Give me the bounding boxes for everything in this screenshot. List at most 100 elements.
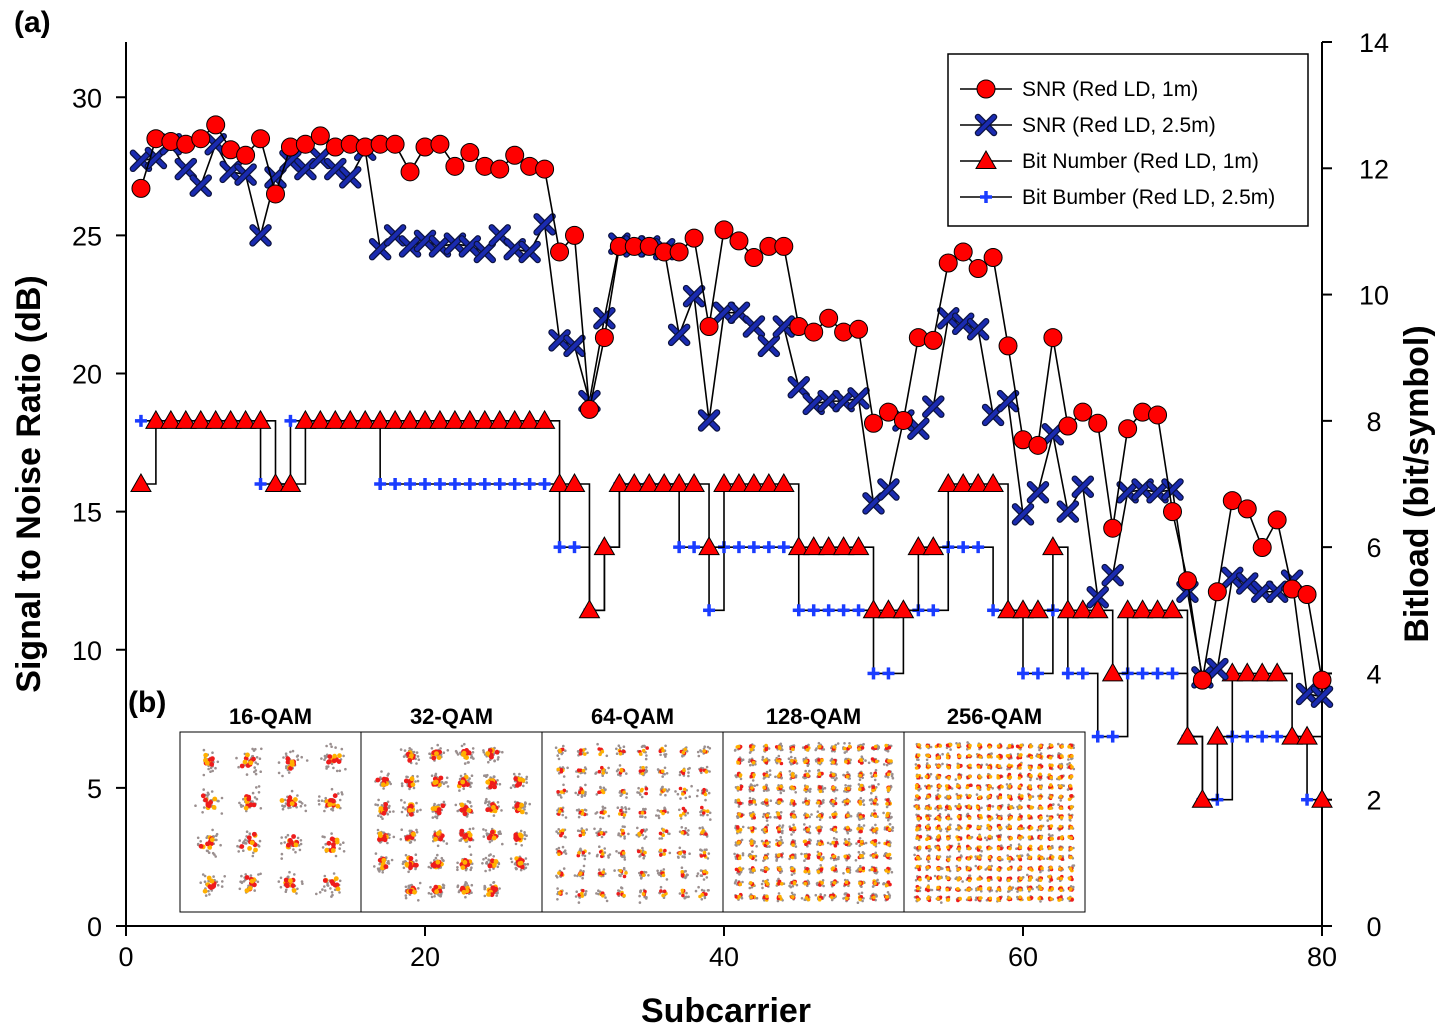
constellation-noise-dot [645,896,648,899]
constellation-noise-dot [593,827,596,831]
constellation-noise-dot [762,789,766,792]
constellation-noise-dot [251,791,255,795]
constellation-noise-dot [256,880,260,884]
constellation-symbol-dot [242,759,248,765]
constellation-symbol-dot [463,833,469,838]
constellation-noise-dot [804,769,807,773]
constellation-symbol-dot [817,813,822,818]
constellation-noise-dot [456,753,460,756]
constellation-symbol-dot [639,870,644,875]
constellation-symbol-dot [433,884,439,890]
constellation-noise-dot [696,750,700,754]
constellation-symbol-dot [581,888,585,893]
constellation-noise-dot [203,874,207,878]
constellation-noise-dot [386,774,390,777]
constellation-symbol-dot [778,894,782,899]
constellation-symbol-dot [738,801,743,806]
constellation-noise-dot [280,836,284,839]
constellation-symbol-dot [251,802,257,808]
constellation-noise-dot [891,776,895,780]
constellation-noise-dot [607,766,610,770]
constellation-symbol-dot [409,753,414,758]
constellation-symbol-dot [644,791,648,796]
constellation-noise-dot [317,803,321,806]
constellation-noise-dot [641,833,645,837]
constellation-noise-dot [214,766,217,770]
constellation-noise-dot [338,847,342,850]
constellation-symbol-dot [765,882,770,886]
constellation-noise-dot [376,803,380,807]
constellation-noise-dot [659,753,662,757]
constellation-noise-dot [509,857,513,860]
constellation-symbol-dot [207,845,213,850]
constellation-symbol-dot [489,780,495,786]
constellation-noise-dot [761,815,765,819]
constellation-noise-dot [749,763,752,767]
constellation-noise-dot [704,798,707,802]
constellation-noise-dot [512,772,516,776]
constellation-noise-dot [410,883,414,887]
constellation-noise-dot [835,830,838,834]
constellation-noise-dot [641,846,644,850]
constellation-noise-dot [217,799,220,803]
constellation-noise-dot [891,772,894,776]
constellation-symbol-dot [378,806,384,811]
constellation-symbol-dot [433,836,438,842]
constellation-symbol-dot [791,786,795,791]
constellation-noise-dot [643,745,647,748]
constellation-noise-dot [685,891,688,895]
constellation-symbol-dot [804,745,809,749]
constellation-noise-dot [431,816,435,819]
constellation-symbol-dot [846,868,850,873]
constellation-noise-dot [755,845,758,848]
constellation-noise-dot [696,872,700,875]
constellation-symbol-dot [643,850,647,855]
constellation-symbol-dot [887,827,892,832]
constellation-noise-dot [379,776,382,779]
constellation-noise-dot [638,855,641,858]
constellation-symbol-dot [286,842,291,848]
constellation-noise-dot [877,746,881,749]
constellation-noise-dot [857,824,861,828]
constellation-symbol-dot [817,897,822,902]
constellation-noise-dot [857,892,861,896]
constellation-noise-dot [891,829,894,832]
constellation-noise-dot [694,889,698,893]
constellation-noise-dot [400,810,404,814]
constellation-symbol-dot [682,787,687,792]
constellation-noise-dot [767,758,771,762]
constellation-symbol-dot [598,752,602,757]
constellation-symbol-dot [248,760,254,766]
constellation-symbol-dot [859,815,863,819]
constellation-symbol-dot [792,826,797,830]
constellation-noise-dot [640,815,644,818]
constellation-symbol-dot [806,773,810,777]
constellation-symbol-dot [803,854,808,858]
constellation-noise-dot [615,850,618,853]
constellation-symbol-dot [208,800,214,805]
constellation-noise-dot [886,891,890,894]
constellation-noise-dot [556,832,560,835]
constellation-symbol-dot [434,751,439,756]
constellation-symbol-dot [888,882,892,887]
constellation-noise-dot [582,864,586,868]
constellation-symbol-dot [705,809,710,813]
constellation-noise-dot [466,761,470,764]
constellation-symbol-dot [1048,756,1053,760]
constellation-noise-dot [470,805,473,808]
constellation-symbol-dot [749,774,754,779]
constellation-noise-dot [830,802,833,806]
constellation-noise-dot [734,879,738,882]
constellation-noise-dot [680,826,684,829]
constellation-noise-dot [857,783,861,786]
constellation-symbol-dot [832,881,837,885]
constellation-noise-dot [733,749,737,752]
constellation-symbol-dot [620,828,625,833]
constellation-noise-dot [836,742,840,745]
constellation-noise-dot [462,787,466,791]
constellation-noise-dot [806,789,810,792]
constellation-noise-dot [794,845,798,848]
constellation-noise-dot [700,750,703,753]
constellation-symbol-dot [968,743,972,748]
constellation-symbol-dot [820,758,824,762]
